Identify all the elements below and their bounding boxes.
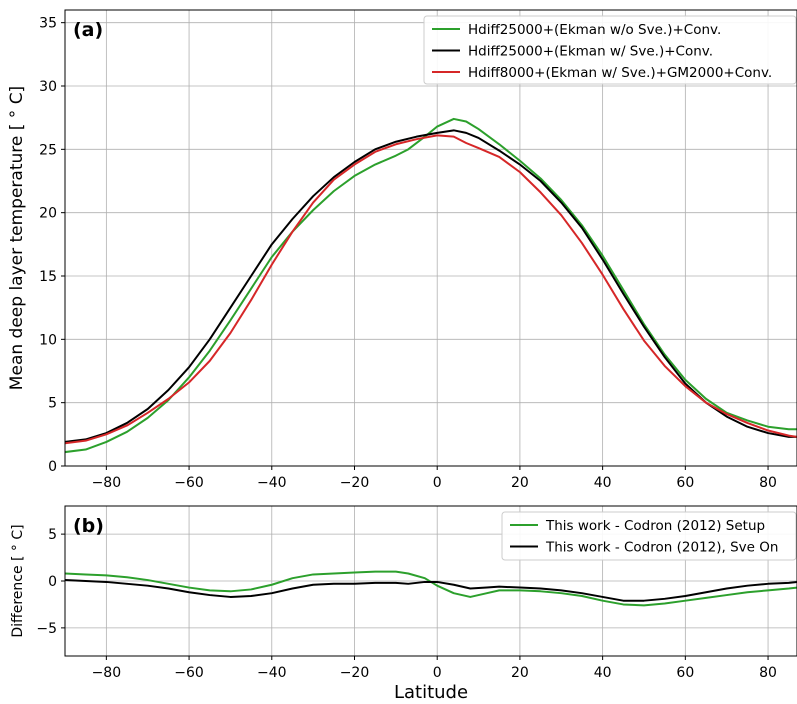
panel-a-legend-entry-2: Hdiff8000+(Ekman w/ Sve.)+GM2000+Conv. xyxy=(468,65,772,81)
panel-a-legend-entry-0: Hdiff25000+(Ekman w/o Sve.)+Conv. xyxy=(468,22,721,38)
panel-a-x-tick-label: −60 xyxy=(174,475,204,491)
panel-b-x-tick-label: −20 xyxy=(340,665,370,681)
panel-a-legend: Hdiff25000+(Ekman w/o Sve.)+Conv. Hdiff25… xyxy=(423,15,797,85)
panel-b-y-tick-label: 0 xyxy=(48,574,57,590)
panel-b-x-axis-label: Latitude xyxy=(394,682,468,703)
panel-a-y-tick-label: 25 xyxy=(39,142,57,158)
panel-a-y-axis-label: Mean deep layer temperature [ ° C] xyxy=(7,86,27,390)
panel-b-y-tick-label: −5 xyxy=(36,621,57,637)
panel-b-x-tick-label: −60 xyxy=(174,665,204,681)
panel-b-x-tick-label: 60 xyxy=(676,665,694,681)
panel-a-x-tick-label: −80 xyxy=(92,475,122,491)
panel-b-x-tick-label: −80 xyxy=(92,665,122,681)
panel-a-y-tick-label: 5 xyxy=(48,396,57,412)
panel-b-x-tick-label: 0 xyxy=(433,665,442,681)
panel-b-legend-entry-0: This work - Codron (2012) Setup xyxy=(545,518,765,534)
panel-b-series-line-1 xyxy=(65,579,797,602)
panel-a-y-tick-label: 35 xyxy=(39,16,57,32)
panel-a-legend-box xyxy=(423,15,797,85)
panel-a-y-tick-label: 15 xyxy=(39,269,57,285)
panel-b-legend: This work - Codron (2012) Setup This work… xyxy=(501,511,797,561)
panel-a-mean-deep-layer-temperature: −80 −60 −40 −20 0 20 40 60 80 0 5 10 15 20 25 30 35 Mean … xyxy=(7,9,797,491)
panel-a-y-tick-label: 0 xyxy=(48,459,57,475)
panel-a-axes-frame xyxy=(64,9,797,467)
panel-a-legend-entry-1: Hdiff25000+(Ekman w/ Sve.)+Conv. xyxy=(468,44,713,60)
panel-a-x-tick-label: 40 xyxy=(594,475,612,491)
panel-a-y-tick-label: 10 xyxy=(39,332,57,348)
panel-a-x-tick-label: −40 xyxy=(257,475,287,491)
panel-b-x-tick-label: 80 xyxy=(759,665,777,681)
panel-b-tag-label: (b) xyxy=(73,515,104,537)
panel-a-x-tick-label: 80 xyxy=(759,475,777,491)
panel-a-tag-label: (a) xyxy=(73,19,103,41)
panel-a-x-tick-label: −20 xyxy=(340,475,370,491)
panel-a-y-tick-label: 20 xyxy=(39,206,57,222)
panel-b-legend-entry-1: This work - Codron (2012), Sve On xyxy=(545,540,778,556)
panel-b-legend-box xyxy=(501,511,797,561)
panel-a-series-line-2 xyxy=(65,134,797,445)
panel-a-x-tick-label: 20 xyxy=(511,475,529,491)
panel-b-x-tick-label: 40 xyxy=(594,665,612,681)
panel-b-x-tick-label: −40 xyxy=(257,665,287,681)
panel-b-difference: −80 −60 −40 −20 0 20 40 60 80 −5 0 5 Difference [ ° … xyxy=(10,505,797,703)
panel-a-series-line-1 xyxy=(65,129,797,443)
panel-a-y-tick-label: 30 xyxy=(39,79,57,95)
panel-a-x-tick-label: 60 xyxy=(676,475,694,491)
panel-b-y-tick-label: 5 xyxy=(48,527,57,543)
panel-b-y-axis-label: Difference [ ° C] xyxy=(10,524,26,637)
panel-b-x-tick-label: 20 xyxy=(511,665,529,681)
panel-a-x-tick-label: 0 xyxy=(433,475,442,491)
panel-b-series-line-0 xyxy=(65,570,797,607)
panel-a-series-line-0 xyxy=(65,117,797,454)
